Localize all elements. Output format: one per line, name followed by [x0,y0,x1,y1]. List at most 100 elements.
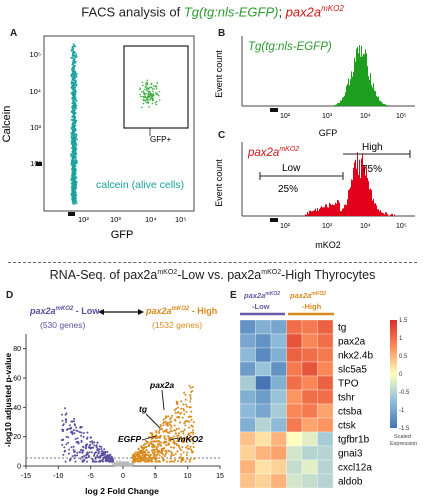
panel-a-yticks: 10⁵ 10⁴ 10³ 10² [29,50,41,168]
a-dot [70,74,72,77]
a-dot [74,136,77,139]
b-bin [383,104,384,106]
d-dot-ns [118,462,121,465]
heatmap-cell [255,473,272,489]
d-dot-high [159,451,162,454]
a-dot [70,193,73,196]
d-dot-high [142,450,145,453]
d-dot-high [186,436,189,438]
d-dot-high [188,384,191,387]
a-dot [75,187,78,190]
d-dot-high [162,424,165,427]
b-xtick-3: 10⁵ [396,113,407,120]
heatmap-cell [317,417,334,433]
d-dot-high [185,403,188,406]
d-dot-ns [112,462,115,465]
heatmap-cell [317,389,334,405]
c-bin [310,210,311,216]
a-gfp-dot [157,94,160,97]
d-dot-high [164,417,167,420]
heatmap-cell [239,361,256,377]
d-dot-high [141,446,144,449]
b-bin [341,100,342,106]
panel-c-title: pax2amKO2 [247,146,299,159]
a-gfp-dot [147,100,149,102]
d-dot-high [181,446,184,448]
d-dot-high [168,423,171,426]
colorbar [390,320,397,428]
a-dot [70,161,73,164]
a-gfp-dot [146,82,148,84]
a-dot [71,186,74,189]
colorbar-title: Scaled Expression [390,434,417,447]
d-dot-high [171,430,173,433]
a-dot [71,189,74,192]
a-gfp-dot [145,84,147,86]
a-dot [73,156,75,159]
d-dot-high [192,457,195,460]
cbar-title-2: Expression [390,441,417,447]
d-dot-low [98,445,101,448]
d-dot-high [182,451,185,454]
d-dot-low [100,452,103,455]
c-bin [392,213,393,216]
b-bin [337,103,338,106]
c-high-gate: High 75% [343,142,411,175]
d-dot-high [165,444,168,447]
heatmap-cell [270,319,287,335]
c-bin [329,202,330,216]
d-dot-high [188,420,191,423]
c-bin [372,200,373,216]
a-dot [75,184,78,187]
d-dot-high [173,424,176,427]
a-dot [71,110,73,112]
d-dot-low [90,451,93,454]
d-dot-low [67,436,70,439]
c-bin [381,212,382,216]
heatmap-cell [317,361,334,377]
a-dot [73,130,76,133]
a-dot [71,54,74,57]
a-gfp-dot [142,102,145,105]
b-bin [350,79,351,106]
d-dot-high [168,436,171,439]
c-bin [365,175,366,216]
a-dot [71,124,74,127]
d-dot-high [167,435,170,438]
heatmap-cell [286,417,303,433]
b-bin [368,76,369,106]
d-low-suffix: - Low [73,306,100,316]
a-dot [70,182,73,185]
d-dot-high [172,439,175,442]
panel-b-label: B [218,28,226,39]
a-dot [73,58,76,61]
d-dot-low [81,451,84,454]
c-xtick-3: 10⁵ [396,223,407,230]
b-bin [346,86,347,106]
c-bin [315,208,316,216]
a-gfp-dot [142,91,145,93]
title-prefix: FACS analysis of [81,4,184,20]
a-dot [71,131,74,134]
a-dot [72,56,74,58]
d-xtick-label: -10 [53,473,63,480]
a-gfp-dot [151,102,154,105]
d-dot-ns [122,462,125,465]
a-dot [73,103,76,106]
a-dot [72,84,75,87]
heatmap-cells [239,319,334,489]
title-line-sup: mKO2 [321,4,344,13]
colorbar-tick: 1 [399,336,403,342]
b-bin [369,79,370,106]
d-dot-high [152,451,155,454]
a-ytick-0: 10⁵ [30,50,41,59]
d-dot-ns [124,462,127,465]
b-bin [375,91,376,106]
c-bin [359,159,360,216]
a-gfp-dot [151,96,153,98]
d-dot-high [155,446,158,449]
panel-c-histogram [305,152,395,216]
d-dot-ns [131,462,134,465]
d-dot-high [172,446,175,449]
c-bin [346,205,347,216]
